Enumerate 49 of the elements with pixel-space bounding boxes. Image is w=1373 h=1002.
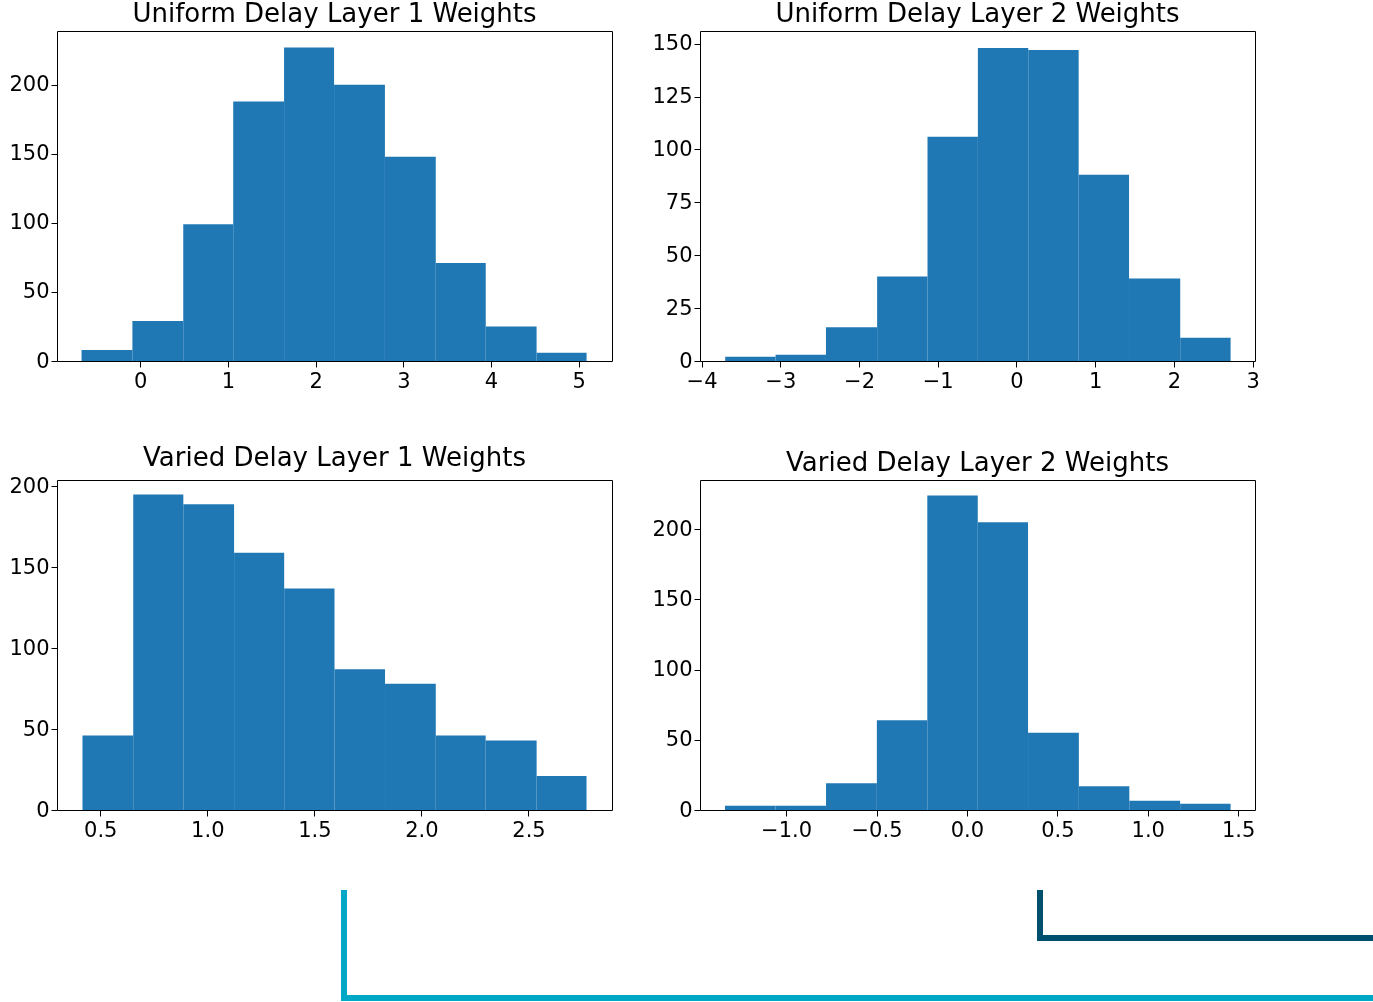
x-tick-label: 1 [1089, 368, 1103, 393]
x-tick-label: 1.5 [1221, 817, 1256, 842]
x-tick-label: 0.5 [84, 817, 118, 842]
y-tick-label: 100 [9, 635, 50, 660]
y-tick-label: 50 [665, 242, 693, 267]
y-tick-label: 25 [665, 295, 693, 320]
y-tick-label: 150 [652, 586, 693, 611]
chart-title: Uniform Delay Layer 1 Weights [132, 0, 537, 28]
y-tick-label: 100 [652, 657, 693, 682]
x-tick-label: 1 [221, 368, 236, 393]
x-tick-label: −3 [765, 368, 797, 393]
y-tick-label: 50 [665, 727, 693, 752]
y-tick-label: 0 [679, 797, 693, 822]
y-tick-label: 200 [9, 473, 50, 498]
y-tick-label: 150 [9, 554, 50, 579]
y-tick-label: 50 [22, 716, 50, 741]
x-tick-label: 2.0 [405, 817, 439, 842]
y-tick-label: 50 [22, 279, 50, 304]
y-tick-label: 150 [9, 141, 50, 166]
x-tick-label: 0.5 [1041, 817, 1075, 842]
x-tick-label: −0.5 [851, 817, 903, 842]
y-tick-label: 0 [36, 797, 50, 822]
x-tick-label: 1.0 [191, 817, 225, 842]
y-tick-label: 200 [9, 72, 50, 97]
chart-title: Uniform Delay Layer 2 Weights [775, 0, 1180, 28]
x-tick-label: 4 [484, 368, 499, 393]
x-tick-label: −1 [922, 368, 954, 393]
x-tick-label: 5 [572, 368, 586, 393]
x-tick-label: 0.0 [950, 817, 985, 842]
x-tick-label: 2.5 [512, 817, 546, 842]
x-tick-label: 0 [1010, 368, 1024, 393]
x-tick-label: 3 [397, 368, 411, 393]
x-tick-label: 0 [134, 368, 148, 393]
y-tick-label: 0 [36, 348, 50, 373]
x-tick-label: 2 [309, 368, 323, 393]
y-tick-label: 100 [9, 210, 50, 235]
y-tick-label: 200 [652, 516, 693, 541]
chart-title: Varied Delay Layer 1 Weights [143, 442, 526, 473]
y-tick-label: 125 [652, 84, 693, 109]
y-tick-label: 100 [652, 136, 693, 161]
x-tick-label: −1.0 [761, 817, 813, 842]
x-tick-label: 2 [1167, 368, 1182, 393]
x-tick-label: 1.0 [1131, 817, 1165, 842]
y-tick-label: 75 [665, 189, 693, 214]
x-tick-label: 1.5 [298, 817, 332, 842]
y-tick-label: 150 [652, 31, 693, 56]
x-tick-label: 3 [1246, 368, 1260, 393]
x-tick-label: −2 [844, 368, 876, 393]
chart-title: Varied Delay Layer 2 Weights [786, 447, 1169, 477]
